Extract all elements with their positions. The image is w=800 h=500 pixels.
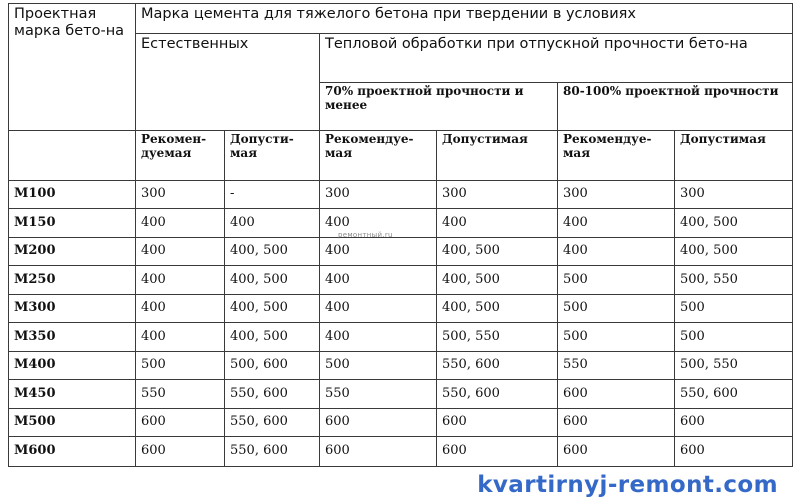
table-cell: 550, 600 [224, 379, 320, 409]
cement-grade-table: Проектная марка бето-на Марка цемента дл… [8, 3, 794, 467]
table-cell: 400 [319, 208, 437, 238]
table-cell: 400, 500 [224, 322, 320, 352]
table-cell: 400, 500 [224, 294, 320, 323]
row-grade-label: М500 [8, 408, 136, 437]
table-row: М600 600 550, 600 600 600 600 600 [8, 436, 794, 467]
table-cell: 500 [319, 351, 437, 380]
table-cell: 400 [436, 208, 558, 238]
table-cell: 500 [557, 322, 675, 352]
table-cell: 400 [135, 237, 225, 266]
table-cell: 550, 600 [436, 351, 558, 380]
header-thermal-70: 70% проектной прочности и менее [319, 82, 558, 131]
table-cell: 500, 550 [673, 265, 794, 295]
header-natural-conditions: Естественных [135, 33, 320, 131]
row-grade-label: М300 [8, 294, 136, 323]
table-cell: 400, 500 [436, 265, 558, 295]
table-cell: 400 [319, 265, 437, 295]
subheader-natural-allowed: Допусти-мая [224, 130, 320, 181]
row-grade-label: М400 [8, 351, 136, 380]
table-cell: 550 [135, 379, 225, 409]
table-cell: 600 [319, 436, 437, 467]
table-row: М450 550 550, 600 550 550, 600 600 550, … [8, 379, 794, 409]
table-cell: 300 [436, 180, 558, 209]
table-row: М350 400 400, 500 400 500, 550 500 500 [8, 322, 794, 352]
header-thermal-treatment: Тепловой обработки при отпускной прочнос… [318, 33, 794, 83]
table-cell: 600 [319, 408, 437, 437]
table-cell: 300 [319, 180, 437, 209]
header-cement-grade-group: Марка цемента для тяжелого бетона при тв… [134, 3, 794, 34]
table-cell: 600 [436, 408, 558, 437]
table-cell: 600 [436, 436, 558, 467]
table-cell: 550 [557, 351, 675, 380]
table-cell: 400 [135, 294, 225, 323]
row-grade-label: М150 [8, 208, 136, 238]
row-grade-label: М100 [8, 180, 136, 209]
row-grade-label: М600 [8, 436, 136, 467]
table-cell: 550, 600 [436, 379, 558, 409]
table-cell: 600 [557, 436, 675, 467]
table-cell: 500 [557, 265, 675, 295]
table-cell: 500 [673, 322, 794, 352]
table-cell: 400, 500 [436, 237, 558, 266]
table-cell: 600 [673, 436, 794, 467]
header-thermal-80-100: 80-100% проектной прочности [556, 82, 794, 131]
table-cell: 400 [319, 237, 437, 266]
table-cell: 400 [319, 294, 437, 323]
table-cell: 400 [135, 265, 225, 295]
table-row: М200 400 400, 500 400 400, 500 400 400, … [8, 237, 794, 266]
table-cell: 400 [224, 208, 320, 238]
subheader-thermal80-recommended: Рекомендуе-мая [557, 130, 675, 181]
subheader-thermal70-allowed: Допустимая [436, 130, 558, 181]
table-cell: 550, 600 [224, 436, 320, 467]
table-cell: 400, 500 [436, 294, 558, 323]
table-row: М250 400 400, 500 400 400, 500 500 500, … [8, 265, 794, 295]
table-cell: 600 [135, 436, 225, 467]
site-watermark: kvartirnyj-remont.com [477, 472, 778, 498]
table-row: М500 600 550, 600 600 600 600 600 [8, 408, 794, 437]
table-cell: 550, 600 [673, 379, 794, 409]
table-cell: 400, 500 [224, 265, 320, 295]
table-cell: - [224, 180, 320, 209]
table-cell: 400 [319, 322, 437, 352]
header-concrete-grade: Проектная марка бето-на [8, 3, 136, 131]
table-cell: 400, 500 [673, 208, 794, 238]
table-cell: 600 [135, 408, 225, 437]
row-grade-label: М350 [8, 322, 136, 352]
row-grade-label: М200 [8, 237, 136, 266]
subheader-natural-recommended: Рекомен-дуемая [135, 130, 225, 181]
table-cell: 400, 500 [224, 237, 320, 266]
table-cell: 300 [135, 180, 225, 209]
table-row: М400 500 500, 600 500 550, 600 550 500, … [8, 351, 794, 380]
table-cell: 500, 600 [224, 351, 320, 380]
table-cell: 500 [557, 294, 675, 323]
subheader-thermal70-recommended: Рекомендуе-мая [319, 130, 437, 181]
header-blank [8, 130, 136, 181]
faint-site-mark: ремонтный.ru [338, 231, 393, 239]
table-cell: 400 [135, 322, 225, 352]
table-cell: 500, 550 [436, 322, 558, 352]
table-cell: 300 [557, 180, 675, 209]
table-cell: 400 [135, 208, 225, 238]
row-grade-label: М250 [8, 265, 136, 295]
table-cell: 550 [319, 379, 437, 409]
subheader-thermal80-allowed: Допустимая [673, 130, 794, 181]
table-cell: 600 [557, 379, 675, 409]
table-cell: 600 [557, 408, 675, 437]
table-cell: 300 [673, 180, 794, 209]
row-grade-label: М450 [8, 379, 136, 409]
table-row: М150 400 400 400 400 400 400, 500 [8, 208, 794, 238]
table-cell: 400 [557, 208, 675, 238]
table-cell: 550, 600 [224, 408, 320, 437]
table-cell: 400 [557, 237, 675, 266]
table-cell: 500 [135, 351, 225, 380]
table-row: М100 300 - 300 300 300 300 [8, 180, 794, 209]
table-cell: 500 [673, 294, 794, 323]
table-row: М300 400 400, 500 400 400, 500 500 500 [8, 294, 794, 323]
table-cell: 500, 550 [673, 351, 794, 380]
table-cell: 400, 500 [673, 237, 794, 266]
table-cell: 600 [673, 408, 794, 437]
